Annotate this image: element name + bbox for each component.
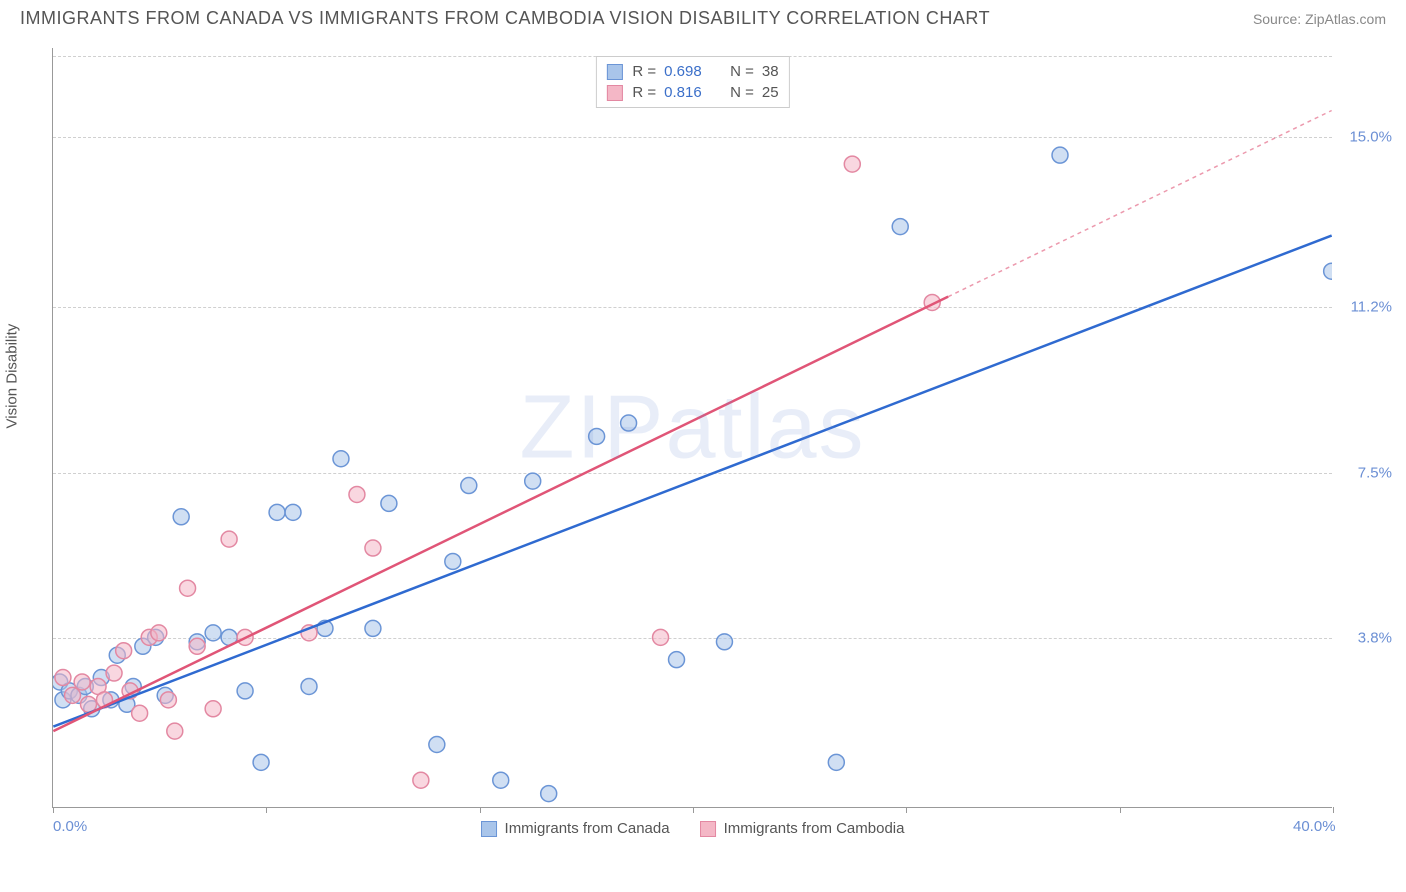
scatter-svg [53,48,1332,807]
legend-bottom: Immigrants from Canada Immigrants from C… [481,820,905,837]
y-tick-label: 3.8% [1358,630,1392,647]
scatter-point [65,687,81,703]
x-tick-label: 40.0% [1293,818,1336,835]
source-link[interactable]: ZipAtlas.com [1305,11,1386,27]
chart-title: IMMIGRANTS FROM CANADA VS IMMIGRANTS FRO… [20,8,990,29]
scatter-point [106,665,122,681]
source-attribution: Source: ZipAtlas.com [1253,11,1386,27]
legend-row-cambodia: R = 0.816 N = 25 [606,82,778,103]
source-prefix: Source: [1253,11,1305,27]
scatter-point [55,670,71,686]
scatter-point [669,652,685,668]
scatter-point [253,754,269,770]
scatter-point [333,451,349,467]
x-tick [266,807,267,813]
scatter-point [132,705,148,721]
x-tick [1120,807,1121,813]
scatter-point [189,638,205,654]
scatter-point [237,683,253,699]
y-axis-label: Vision Disability [4,324,21,429]
x-tick [1333,807,1334,813]
scatter-point [621,415,637,431]
r-label: R = [632,63,656,80]
scatter-point [493,772,509,788]
scatter-point [461,478,477,494]
y-tick-label: 7.5% [1358,464,1392,481]
legend-item-canada: Immigrants from Canada [481,820,670,837]
legend-label-cambodia: Immigrants from Cambodia [724,820,905,837]
trend-line [53,236,1331,727]
legend-item-cambodia: Immigrants from Cambodia [700,820,905,837]
scatter-point [1052,147,1068,163]
scatter-point [589,428,605,444]
y-tick-label: 15.0% [1349,129,1392,146]
x-tick [53,807,54,813]
scatter-point [173,509,189,525]
scatter-point [301,678,317,694]
r-value-cambodia: 0.816 [664,84,712,101]
scatter-point [716,634,732,650]
trend-line-extrapolated [948,111,1331,297]
x-tick [693,807,694,813]
scatter-point [221,531,237,547]
scatter-point [429,737,445,753]
legend-label-canada: Immigrants from Canada [505,820,670,837]
scatter-point [828,754,844,770]
scatter-point [116,643,132,659]
scatter-point [205,701,221,717]
scatter-point [269,504,285,520]
scatter-point [541,786,557,802]
swatch-canada-bottom [481,821,497,837]
x-tick [480,807,481,813]
scatter-point [151,625,167,641]
legend-correlation-box: R = 0.698 N = 38 R = 0.816 N = 25 [595,56,789,108]
swatch-canada [606,64,622,80]
swatch-cambodia [606,85,622,101]
scatter-point [892,219,908,235]
n-value-cambodia: 25 [762,84,779,101]
scatter-point [844,156,860,172]
n-label: N = [730,63,754,80]
scatter-point [381,495,397,511]
r-value-canada: 0.698 [664,63,712,80]
scatter-point [365,540,381,556]
r-label: R = [632,84,656,101]
x-tick [906,807,907,813]
legend-row-canada: R = 0.698 N = 38 [606,61,778,82]
n-label: N = [730,84,754,101]
scatter-point [445,553,461,569]
scatter-point [180,580,196,596]
chart-plot-area: ZIPatlas R = 0.698 N = 38 R = 0.816 N = … [52,48,1332,808]
scatter-point [205,625,221,641]
scatter-point [653,629,669,645]
scatter-point [167,723,183,739]
scatter-point [413,772,429,788]
y-tick-label: 11.2% [1351,299,1392,316]
n-value-canada: 38 [762,63,779,80]
scatter-point [525,473,541,489]
swatch-cambodia-bottom [700,821,716,837]
scatter-point [349,486,365,502]
scatter-point [1324,263,1332,279]
x-tick-label: 0.0% [53,818,87,835]
scatter-point [365,620,381,636]
scatter-point [160,692,176,708]
scatter-point [74,674,90,690]
scatter-point [285,504,301,520]
